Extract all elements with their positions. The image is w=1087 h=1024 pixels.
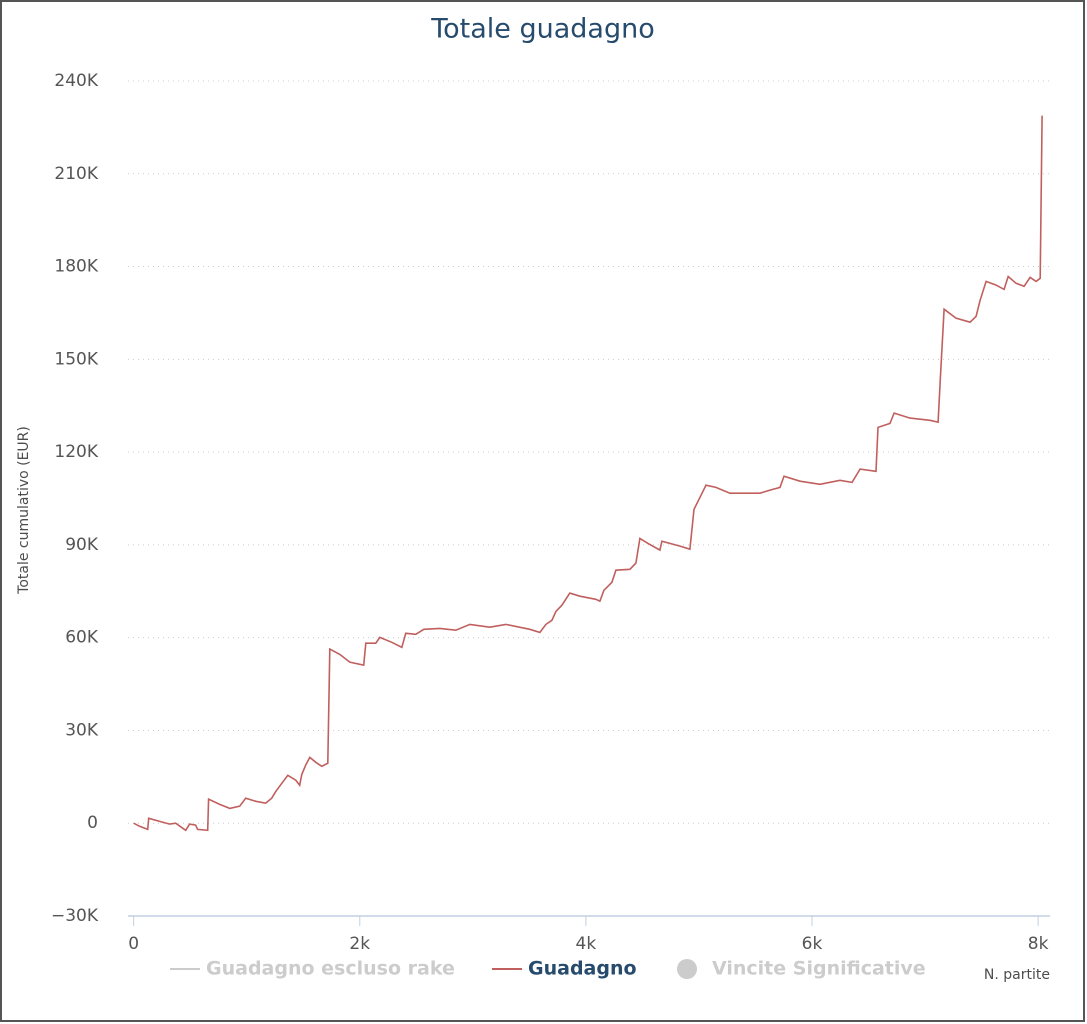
legend-label[interactable]: Vincite Significative: [712, 958, 926, 980]
legend-marker: [677, 959, 697, 979]
y-tick-label: 120K: [54, 442, 98, 462]
x-tick-label: 4k: [576, 934, 597, 954]
y-tick-label: 240K: [54, 71, 98, 91]
x-tick-label: 0: [128, 934, 139, 954]
y-tick-label: 90K: [65, 535, 99, 555]
x-tick-label: 8k: [1028, 934, 1049, 954]
y-tick-label: 150K: [54, 349, 98, 369]
y-tick-label: 180K: [54, 257, 98, 277]
legend-label[interactable]: Guadagno escluso rake: [206, 958, 455, 980]
y-tick-label: 210K: [54, 164, 98, 184]
y-tick-label: 30K: [65, 720, 99, 740]
series-line: [133, 115, 1043, 832]
y-tick-label: 0: [87, 813, 98, 833]
x-axis-title: N. partite: [984, 967, 1050, 983]
y-axis-title: Totale cumulativo (EUR): [16, 426, 32, 595]
x-tick-label: 2k: [349, 934, 370, 954]
x-tick-label: 6k: [802, 934, 823, 954]
y-tick-label: 60K: [65, 628, 99, 648]
chart-title: Totale guadagno: [430, 14, 655, 45]
y-tick-label: −30K: [51, 906, 99, 926]
legend-label[interactable]: Guadagno: [528, 958, 637, 980]
